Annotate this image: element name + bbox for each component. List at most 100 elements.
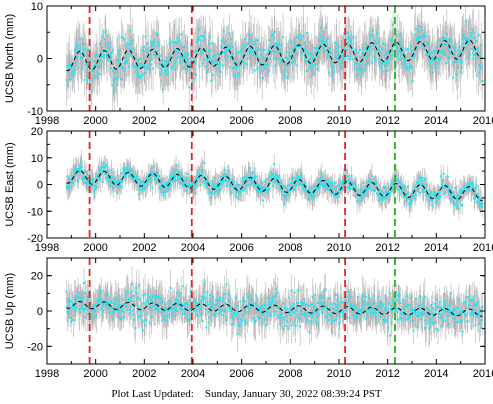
data-point: [134, 177, 137, 180]
data-point: [371, 48, 374, 51]
data-point: [347, 31, 350, 34]
data-point: [154, 177, 157, 180]
data-point: [196, 176, 199, 179]
data-point: [460, 192, 463, 195]
data-point: [259, 64, 262, 67]
data-point: [72, 169, 75, 172]
data-point: [214, 299, 217, 302]
data-point: [392, 187, 395, 190]
data-point: [133, 180, 136, 183]
data-point: [308, 53, 311, 56]
data-point: [471, 51, 474, 54]
data-point: [70, 63, 73, 66]
data-point: [328, 55, 331, 58]
data-point: [404, 64, 407, 67]
data-point: [458, 195, 461, 198]
data-point: [391, 39, 394, 42]
data-point: [310, 186, 313, 189]
data-point: [125, 293, 128, 296]
data-point: [252, 317, 255, 320]
data-point: [196, 41, 199, 44]
data-point: [156, 49, 159, 52]
data-point: [189, 183, 192, 186]
data-point: [229, 46, 232, 49]
data-point: [241, 43, 244, 46]
data-point: [118, 311, 121, 314]
data-point: [86, 295, 89, 298]
data-point: [381, 198, 384, 201]
data-point: [76, 178, 79, 181]
data-point: [302, 47, 305, 50]
data-point: [174, 61, 177, 64]
data-point: [318, 39, 321, 42]
data-point: [254, 302, 257, 305]
data-point: [417, 180, 420, 183]
x-tick-label: 2014: [424, 115, 448, 127]
data-point: [203, 295, 206, 298]
data-point: [299, 174, 302, 177]
data-point: [291, 61, 294, 64]
data-point: [275, 178, 278, 181]
data-point: [228, 294, 231, 297]
data-point: [66, 309, 69, 312]
data-point: [258, 306, 261, 309]
data-point: [360, 191, 363, 194]
data-point: [240, 188, 243, 191]
data-point: [115, 191, 118, 194]
data-point: [364, 69, 367, 72]
data-point: [104, 294, 107, 297]
data-point: [130, 40, 133, 43]
data-point: [419, 37, 422, 40]
data-point: [245, 63, 248, 66]
data-point: [441, 183, 444, 186]
model-line: [66, 39, 483, 71]
data-point: [395, 46, 398, 49]
data-point: [178, 305, 181, 308]
x-tick-label: 2010: [327, 242, 351, 254]
data-point: [415, 48, 418, 51]
data-point: [264, 180, 267, 183]
data-point: [254, 50, 257, 53]
data-point: [419, 191, 422, 194]
data-point: [326, 56, 329, 59]
data-point: [399, 40, 402, 43]
data-point: [185, 302, 188, 305]
data-point: [480, 67, 483, 70]
data-point: [122, 315, 125, 318]
data-point: [290, 39, 293, 42]
data-point: [314, 63, 317, 66]
data-point: [69, 185, 72, 188]
data-point: [207, 303, 210, 306]
data-point: [184, 57, 187, 60]
data-point: [212, 307, 215, 310]
data-point: [403, 61, 406, 64]
data-point: [181, 50, 184, 53]
data-point: [322, 46, 325, 49]
data-point: [343, 47, 346, 50]
data-point: [415, 193, 418, 196]
data-point: [341, 182, 344, 185]
data-point: [189, 299, 192, 302]
data-point: [284, 186, 287, 189]
data-point: [405, 48, 408, 51]
data-point: [185, 67, 188, 70]
data-point: [339, 180, 342, 183]
data-point: [430, 65, 433, 68]
data-point: [107, 307, 110, 310]
data-point: [180, 292, 183, 295]
data-point: [456, 73, 459, 76]
data-point: [111, 179, 114, 182]
data-point: [195, 177, 198, 180]
data-point: [256, 304, 259, 307]
data-point: [300, 38, 303, 41]
data-point: [349, 41, 352, 44]
data-point: [207, 181, 210, 184]
data-point: [178, 170, 181, 173]
data-point: [70, 181, 73, 184]
data-point: [95, 55, 98, 58]
data-point: [476, 47, 479, 50]
data-point: [114, 296, 117, 299]
data-point: [68, 304, 71, 307]
data-point: [342, 178, 345, 181]
data-point: [404, 54, 407, 57]
